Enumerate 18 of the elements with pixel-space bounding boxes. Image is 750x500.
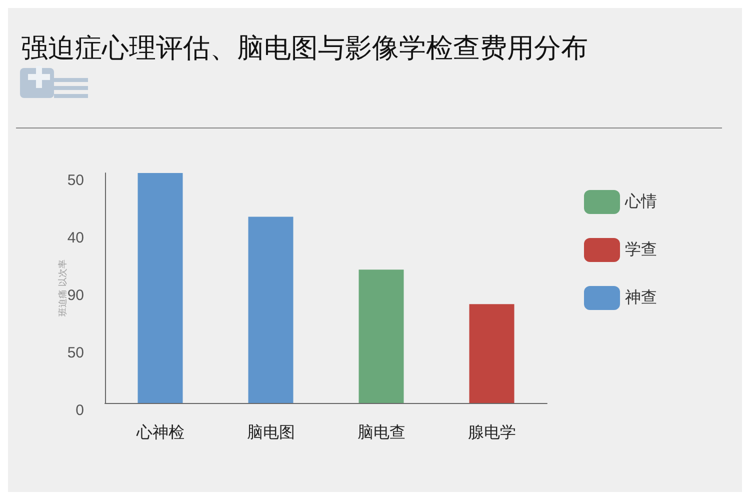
- bar: [248, 216, 294, 403]
- text: 0: [76, 402, 84, 419]
- chart-title: 强迫症心理评估、脑电图与影像学检查费用分布: [21, 33, 588, 64]
- text: 40: [67, 230, 84, 246]
- bar: [138, 173, 183, 403]
- legend-label: 神查: [625, 288, 657, 306]
- text: 50: [67, 344, 84, 362]
- text: 90: [67, 287, 84, 304]
- x-tick-label: 脑电查: [357, 424, 406, 442]
- x-tick-label: 心神检: [135, 424, 184, 442]
- x-tick-label: 脑电图: [246, 424, 295, 442]
- legend-label: 学查: [625, 240, 657, 258]
- text: 50: [67, 172, 84, 189]
- bar: [469, 304, 514, 403]
- legend-label: 心情: [624, 192, 657, 210]
- y-axis-title: 班迫痛 以次率: [58, 260, 68, 316]
- bar: [358, 270, 404, 403]
- x-tick-label: 腺电学: [468, 424, 516, 442]
